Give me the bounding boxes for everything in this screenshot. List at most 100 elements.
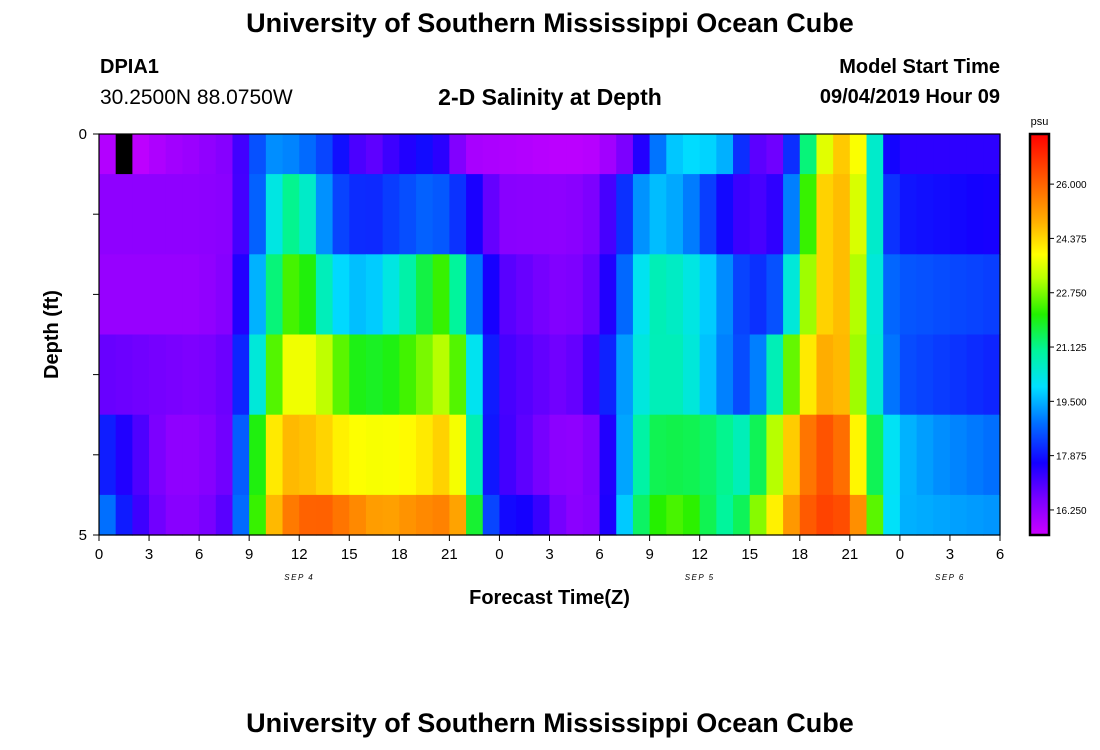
heatmap-cell: [282, 494, 300, 536]
y-axis: 05: [79, 126, 99, 544]
heatmap-cell: [833, 414, 851, 496]
heatmap-cell: [833, 494, 851, 536]
station-coordinates: 30.2500N 88.0750W: [100, 86, 293, 109]
heatmap-cell: [315, 494, 334, 536]
heatmap-cell: [616, 174, 634, 255]
heatmap-cell: [365, 334, 384, 416]
heatmap-cell: [866, 334, 884, 416]
heatmap-cell: [733, 174, 751, 255]
heatmap-cell: [966, 414, 984, 496]
heatmap-cell: [816, 334, 834, 416]
heatmap-cell: [165, 494, 184, 536]
x-tick-label: 3: [145, 546, 153, 563]
heatmap-cell: [933, 174, 951, 255]
heatmap-cell: [215, 494, 234, 536]
heatmap-cell: [916, 254, 934, 336]
heatmap-cell: [849, 174, 868, 255]
heatmap-cell: [766, 174, 784, 255]
heatmap-cell: [416, 134, 434, 175]
heatmap-cell: [933, 254, 951, 336]
heatmap-cell: [699, 414, 717, 496]
heatmap-cell: [582, 334, 601, 416]
heatmap-cell: [549, 494, 567, 536]
heatmap-cell: [382, 494, 400, 536]
heatmap-cell: [949, 134, 968, 175]
heatmap-cell: [199, 134, 217, 175]
heatmap-cell: [232, 174, 250, 255]
colorbar-tick-label: 22.750: [1056, 289, 1087, 300]
colorbar-tick-label: 16.250: [1056, 506, 1087, 517]
heatmap-cell: [766, 414, 784, 496]
heatmap-cell: [349, 174, 367, 255]
heatmap-cell: [933, 134, 951, 175]
heatmap-cell: [749, 174, 768, 255]
heatmap-cell: [799, 254, 818, 336]
heatmap-cell: [132, 494, 150, 536]
heatmap-cell: [616, 134, 634, 175]
heatmap-cell: [666, 134, 684, 175]
heatmap-cell: [499, 494, 517, 536]
heatmap-cell: [532, 494, 551, 536]
heatmap-cell: [215, 174, 234, 255]
heatmap-cell: [416, 334, 434, 416]
heatmap-cell: [249, 254, 267, 336]
heatmap-cell: [733, 134, 751, 175]
heatmap-cell: [416, 494, 434, 536]
colorbar-tick-label: 17.875: [1056, 452, 1087, 463]
heatmap-cell: [132, 134, 150, 175]
heatmap-cell: [649, 494, 667, 536]
heatmap-cell: [499, 134, 517, 175]
heatmap-cell: [883, 494, 901, 536]
heatmap-cell: [866, 254, 884, 336]
heatmap-cell: [249, 494, 267, 536]
heatmap-cell: [349, 134, 367, 175]
heatmap-cell: [149, 134, 167, 175]
heatmap-cell: [699, 174, 717, 255]
colorbar-tick-label: 26.000: [1056, 180, 1087, 191]
heatmap-cell: [499, 334, 517, 416]
x-tick-label: 3: [545, 546, 553, 563]
heatmap-cell: [249, 134, 267, 175]
heatmap-cell: [165, 254, 184, 336]
heatmap-cell: [716, 334, 734, 416]
chart-title: 2-D Salinity at Depth: [438, 84, 662, 110]
heatmap-cell: [149, 254, 167, 336]
heatmap-cell: [699, 494, 717, 536]
heatmap-cell: [466, 174, 484, 255]
heatmap-cell: [799, 134, 818, 175]
heatmap-cell: [783, 414, 801, 496]
heatmap-cell: [632, 494, 651, 536]
heatmap-cell: [466, 414, 484, 496]
heatmap-cell: [933, 414, 951, 496]
heatmap-cell: [649, 414, 667, 496]
colorbar-legend: psu 26.000 24.375 22.750 21.125 19.500 17.875 1…: [1028, 116, 1087, 537]
heatmap-cell: [866, 134, 884, 175]
heatmap-cell: [816, 494, 834, 536]
heatmap-cell: [532, 334, 551, 416]
heatmap-cell: [949, 254, 968, 336]
heatmap-cell: [949, 414, 968, 496]
heatmap-cell: [983, 494, 1001, 536]
heatmap-cell: [649, 254, 667, 336]
heatmap-cell: [783, 334, 801, 416]
heatmap-cell: [365, 414, 384, 496]
heatmap-cell: [883, 254, 901, 336]
x-tick-label: 15: [341, 546, 358, 563]
heatmap-cell: [816, 174, 834, 255]
day-label: SEP 4: [284, 573, 314, 582]
heatmap-cell: [682, 254, 701, 336]
heatmap-cell: [99, 494, 117, 536]
heatmap-cell: [265, 414, 284, 496]
heatmap-cell: [315, 334, 334, 416]
heatmap-cell: [966, 134, 984, 175]
heatmap-cell: [232, 134, 250, 175]
heatmap-cell: [849, 334, 868, 416]
heatmap-cell: [716, 494, 734, 536]
heatmap-cell: [149, 174, 167, 255]
heatmap-cell: [883, 134, 901, 175]
heatmap-cell: [949, 334, 968, 416]
heatmap-cell: [682, 334, 701, 416]
heatmap-cell: [582, 174, 601, 255]
heatmap-cell: [99, 254, 117, 336]
heatmap-cell: [532, 254, 551, 336]
